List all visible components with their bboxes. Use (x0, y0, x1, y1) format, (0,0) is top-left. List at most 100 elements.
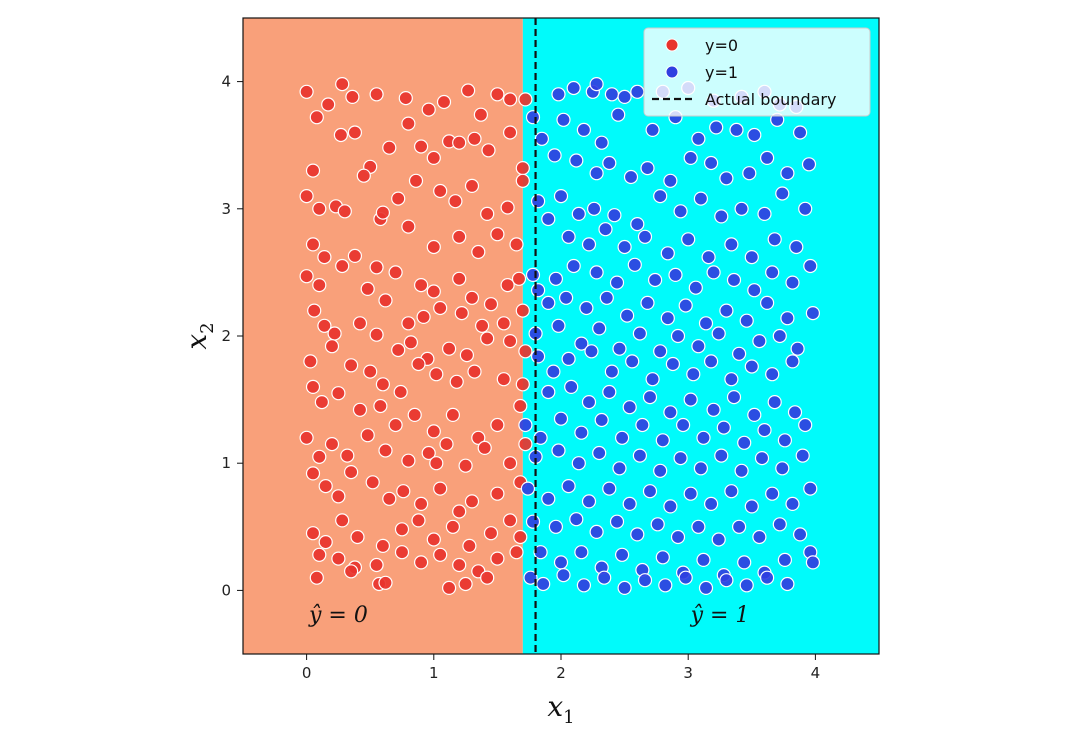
point-y0 (382, 140, 397, 155)
point-y1 (530, 349, 546, 364)
point-y1 (805, 306, 821, 321)
point-y0 (414, 139, 429, 154)
point-y1 (686, 367, 701, 382)
point-y0 (433, 481, 448, 496)
point-y1 (589, 265, 604, 280)
point-y0 (477, 440, 492, 455)
point-y0 (433, 300, 448, 316)
point-y1 (803, 481, 818, 496)
point-y0 (347, 125, 362, 140)
point-y1 (703, 354, 719, 369)
point-y0 (515, 377, 530, 392)
point-y1 (533, 545, 548, 560)
point-y0 (375, 205, 390, 220)
point-y1 (558, 290, 574, 305)
point-y0 (324, 339, 340, 354)
point-y1 (739, 313, 754, 328)
axes: 0 1 2 3 4 0 1 2 3 4 x1 x2 (180, 17, 880, 728)
point-y0 (317, 318, 332, 333)
x-tick-label: 2 (556, 664, 566, 682)
point-y1 (569, 512, 584, 527)
point-y1 (767, 232, 782, 247)
x-tick-label: 1 (429, 664, 439, 682)
point-y1 (658, 578, 673, 593)
point-y1 (742, 166, 757, 181)
point-y1 (574, 336, 589, 351)
point-y1 (765, 486, 780, 501)
point-y0 (331, 386, 346, 401)
point-y1 (737, 555, 752, 570)
point-y0 (433, 183, 448, 199)
point-y1 (693, 461, 709, 476)
point-y1 (592, 445, 607, 461)
point-y1 (724, 237, 739, 252)
point-y1 (683, 150, 698, 165)
point-y0 (503, 513, 518, 528)
point-y0 (461, 83, 476, 98)
point-y1 (744, 359, 759, 374)
x-tick-label: 0 (302, 664, 312, 682)
point-y1 (530, 194, 546, 209)
point-y1 (630, 217, 645, 232)
point-y0 (305, 526, 321, 541)
point-y0 (394, 545, 410, 560)
point-y0 (445, 407, 460, 422)
point-y1 (632, 448, 648, 463)
point-y1 (534, 131, 550, 146)
point-y0 (344, 465, 359, 480)
point-y1 (518, 417, 533, 433)
point-y1 (706, 265, 721, 280)
point-y1 (599, 290, 614, 305)
point-y1 (696, 552, 711, 568)
point-y0 (449, 374, 464, 389)
point-y0 (464, 494, 480, 509)
point-y0 (305, 163, 321, 178)
point-y0 (462, 538, 477, 554)
point-y1 (703, 496, 719, 511)
point-y1 (780, 576, 795, 592)
y-axis-label-subscript: 2 (197, 322, 218, 333)
point-y0 (458, 576, 473, 592)
point-y0 (513, 398, 528, 414)
point-y0 (490, 417, 505, 433)
point-y0 (467, 364, 482, 379)
point-y0 (350, 529, 365, 545)
point-y1 (551, 443, 566, 458)
point-y0 (327, 326, 342, 341)
point-y1 (546, 364, 561, 379)
point-y0 (467, 131, 482, 146)
point-y1 (630, 84, 645, 99)
y-tick-label: 2 (221, 327, 231, 345)
point-y1 (775, 461, 790, 476)
point-y0 (344, 358, 359, 373)
point-y0 (365, 475, 380, 490)
point-y1 (780, 311, 795, 326)
point-y1 (556, 112, 571, 127)
x-axis-label-subscript: 1 (563, 707, 574, 728)
point-y1 (574, 425, 589, 440)
point-y1 (556, 567, 571, 583)
point-y0 (414, 555, 429, 570)
point-y0 (429, 367, 444, 382)
legend-label-1: y=1 (705, 63, 738, 82)
point-y0 (407, 407, 422, 422)
y-tick-label: 4 (221, 73, 231, 91)
point-y1 (709, 120, 724, 135)
point-y0 (312, 449, 327, 464)
point-y0 (433, 547, 448, 562)
point-y1 (744, 499, 759, 514)
point-y0 (318, 534, 333, 550)
point-y0 (299, 269, 314, 284)
point-y1 (663, 499, 678, 514)
point-y0 (445, 519, 460, 534)
point-y1 (594, 412, 609, 428)
point-y1 (670, 328, 686, 344)
point-y1 (525, 514, 541, 529)
point-y1 (574, 545, 589, 560)
point-y0 (503, 125, 518, 140)
point-y0 (442, 341, 457, 356)
point-y1 (594, 135, 609, 150)
point-y1 (765, 367, 780, 382)
point-y0 (471, 430, 486, 445)
point-y1 (589, 76, 604, 92)
